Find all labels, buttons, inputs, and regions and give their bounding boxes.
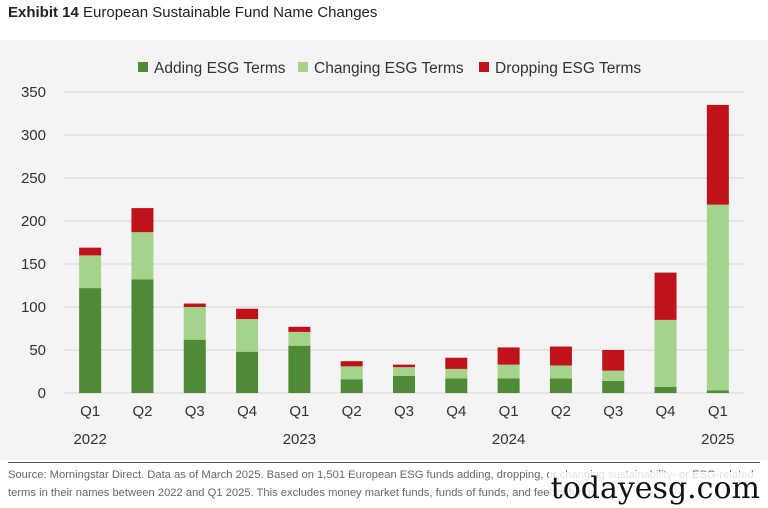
legend-swatch-adding <box>138 62 148 72</box>
x-tick-label: Q1 <box>289 403 309 420</box>
bar-adding <box>445 378 468 393</box>
bar-changing <box>654 319 677 387</box>
x-tick-label: Q2 <box>551 403 571 420</box>
x-tick-label: Q3 <box>394 403 414 420</box>
y-tick-label: 250 <box>21 170 46 187</box>
bar-adding <box>497 378 520 393</box>
bar-changing <box>79 255 102 289</box>
bar-adding <box>183 339 206 393</box>
bar-adding <box>288 345 311 393</box>
bar-adding <box>549 378 572 393</box>
bar-adding <box>79 288 102 393</box>
bar-dropping <box>79 247 102 256</box>
y-tick-label: 200 <box>21 213 46 230</box>
legend: Adding ESG Terms Changing ESG Terms Droppi… <box>138 60 641 77</box>
y-tick-label: 150 <box>21 256 46 273</box>
bar-dropping <box>549 346 572 366</box>
bar-adding <box>654 386 677 393</box>
x-tick-label: Q2 <box>132 403 152 420</box>
bar-dropping <box>236 308 259 320</box>
chart-background <box>0 40 768 460</box>
bar-adding <box>340 379 363 393</box>
bar-dropping <box>131 208 154 233</box>
y-tick-label: 50 <box>29 342 46 359</box>
bar-changing <box>236 319 259 352</box>
footer-rule <box>8 462 760 463</box>
legend-swatch-changing <box>298 62 308 72</box>
x-year-label: 2022 <box>73 431 106 448</box>
x-tick-label: Q4 <box>446 403 466 420</box>
bar-adding <box>602 380 625 393</box>
y-axis: 0 50 100 150 200 250 300 350 <box>21 84 46 402</box>
watermark: todayesg.com <box>548 471 762 506</box>
x-tick-label: Q3 <box>185 403 205 420</box>
legend-label-changing: Changing ESG Terms <box>314 60 464 77</box>
bar-changing <box>602 370 625 381</box>
x-year-label: 2024 <box>492 431 525 448</box>
gridlines <box>64 91 744 394</box>
legend-label-dropping: Dropping ESG Terms <box>495 60 641 77</box>
x-tick-label: Q1 <box>499 403 519 420</box>
bar-dropping <box>288 326 311 332</box>
bar-adding <box>131 279 154 393</box>
exhibit-label: Exhibit 14 <box>8 4 79 21</box>
x-tick-label: Q2 <box>342 403 362 420</box>
x-axis: Q1 Q2 Q3 Q4 Q1 Q2 Q3 Q4 Q1 Q2 Q3 Q4 Q1 2022 2023 2024 20… <box>73 403 734 448</box>
x-tick-label: Q4 <box>237 403 257 420</box>
y-tick-label: 350 <box>21 84 46 101</box>
y-tick-label: 0 <box>38 385 46 402</box>
bar-changing <box>288 331 311 346</box>
bar-changing <box>549 365 572 379</box>
bar-dropping <box>497 347 520 365</box>
bar-changing <box>445 368 468 379</box>
bar-adding <box>236 351 259 393</box>
bar-changing <box>340 366 363 380</box>
y-tick-label: 100 <box>21 299 46 316</box>
bar-dropping <box>183 303 206 307</box>
bar-changing <box>706 204 729 391</box>
bar-adding <box>706 390 729 393</box>
legend-swatch-dropping <box>479 62 489 72</box>
bar-changing <box>131 232 154 280</box>
title-text: European Sustainable Fund Name Changes <box>83 4 378 21</box>
x-year-label: 2023 <box>283 431 316 448</box>
bar-changing <box>183 307 206 340</box>
bar-dropping <box>654 272 677 320</box>
x-tick-label: Q1 <box>708 403 728 420</box>
chart-title: Exhibit 14 European Sustainable Fund Nam… <box>8 4 377 21</box>
x-tick-label: Q1 <box>80 403 100 420</box>
bar-adding <box>393 375 415 393</box>
bar-dropping <box>706 104 729 205</box>
bar-dropping <box>393 364 415 368</box>
bar-dropping <box>602 350 625 371</box>
bar-changing <box>497 364 520 379</box>
bars <box>79 104 729 393</box>
x-tick-label: Q4 <box>656 403 676 420</box>
x-year-label: 2025 <box>701 431 734 448</box>
bar-dropping <box>445 357 468 369</box>
bar-dropping <box>340 361 363 367</box>
y-tick-label: 300 <box>21 127 46 144</box>
x-tick-label: Q3 <box>603 403 623 420</box>
bar-changing <box>393 367 415 376</box>
legend-label-adding: Adding ESG Terms <box>154 60 286 77</box>
